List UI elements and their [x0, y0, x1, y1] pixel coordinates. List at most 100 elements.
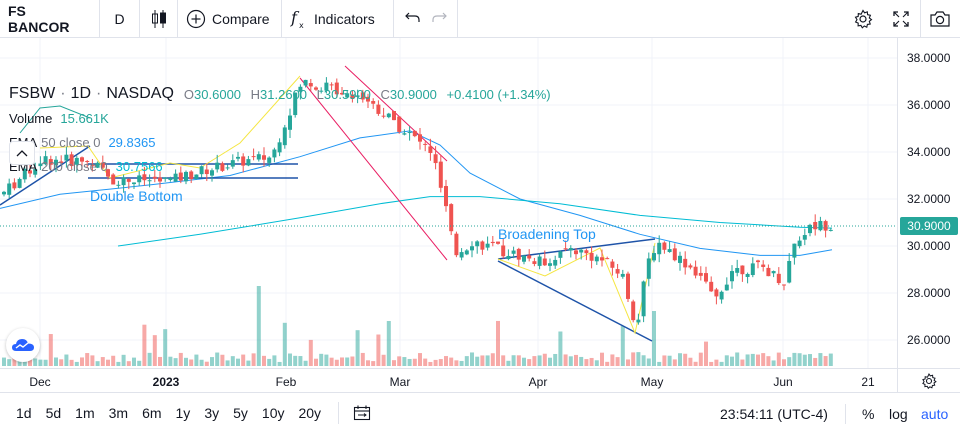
legend-separator: ·	[60, 85, 66, 102]
volume-bar	[683, 353, 688, 366]
range-button-1y[interactable]: 1y	[175, 405, 191, 421]
percent-scale-toggle[interactable]: %	[862, 406, 875, 422]
cloud-logo-icon	[12, 339, 34, 351]
fullscreen-button[interactable]	[882, 0, 920, 38]
compare-button[interactable]: Compare	[178, 0, 282, 38]
volume-bar	[303, 360, 308, 366]
volume-bar	[745, 354, 750, 366]
candle-body	[288, 115, 292, 130]
volume-bar	[756, 354, 760, 366]
time-axis[interactable]: Dec 2023 Feb Mar Apr May Jun 21	[0, 368, 897, 392]
candle-body	[631, 301, 636, 321]
volume-bar	[594, 360, 599, 366]
candle-body	[241, 156, 246, 166]
clock-timezone[interactable]: 23:54:11 (UTC-4)	[720, 406, 828, 422]
log-scale-toggle[interactable]: log	[889, 406, 908, 422]
volume-bar	[366, 360, 370, 366]
price-tick-label: 36.0000	[907, 98, 951, 112]
candle-body	[111, 174, 116, 185]
top-toolbar: FS BANCOR D Compare f x Indicators	[0, 0, 960, 38]
range-button-6m[interactable]: 6m	[142, 405, 162, 421]
volume-bar	[324, 354, 329, 366]
indicators-label: Indicators	[314, 10, 375, 27]
volume-bar	[412, 358, 417, 366]
price-axis[interactable]: 38.0000 36.0000 34.0000 32.0000 30.0000 28.00…	[897, 38, 960, 368]
candle-body	[641, 281, 646, 317]
candle-body	[12, 182, 17, 189]
volume-bar	[376, 334, 381, 366]
candle-body	[210, 170, 214, 176]
volume-bar	[194, 354, 199, 366]
candle-body	[126, 179, 131, 182]
candle-body	[688, 265, 693, 268]
chart-type-button[interactable]	[140, 0, 178, 38]
range-button-10y[interactable]: 10y	[261, 405, 285, 421]
ema50-line	[0, 130, 833, 256]
range-button-3y[interactable]: 3y	[204, 405, 220, 421]
volume-bar	[381, 354, 386, 366]
candle-body	[776, 273, 781, 284]
range-button-3m[interactable]: 3m	[108, 405, 129, 421]
indicators-button[interactable]: f x Indicators	[282, 0, 394, 38]
candle-body	[802, 235, 807, 240]
ema50-params: 50 close 0	[41, 134, 101, 150]
volume-bar	[267, 358, 272, 366]
axis-settings-button[interactable]	[897, 368, 960, 392]
settings-button[interactable]	[844, 0, 882, 38]
candle-body	[350, 94, 355, 99]
candle-body	[85, 161, 90, 163]
candle-body	[714, 289, 719, 297]
candle-body	[230, 160, 235, 167]
candle-body	[574, 250, 578, 255]
range-button-1d[interactable]: 1d	[16, 405, 32, 421]
symbol-search-button[interactable]: FS BANCOR	[0, 0, 100, 38]
volume-bar	[714, 359, 719, 366]
redo-button[interactable]	[431, 10, 447, 27]
range-button-20y[interactable]: 20y	[298, 405, 322, 421]
range-button-1m[interactable]: 1m	[75, 405, 95, 421]
volume-bar	[662, 355, 667, 366]
legend-ema200-row[interactable]: EMA 200 close 0 30.7566	[9, 154, 551, 178]
volume-bar	[828, 353, 833, 366]
volume-bar	[454, 360, 459, 366]
volume-bars	[2, 286, 833, 366]
collapse-legend-button[interactable]	[9, 141, 35, 165]
price-chart[interactable]: Double Bottom Broadening Top	[0, 38, 897, 368]
screenshot-button[interactable]	[920, 0, 958, 38]
volume-bar	[605, 361, 610, 366]
chart-pane[interactable]: Double Bottom Broadening Top FSBW · 1D ·…	[0, 38, 897, 368]
candle-body	[256, 154, 261, 160]
range-button-5y[interactable]: 5y	[233, 405, 248, 421]
volume-bar	[490, 353, 495, 366]
candle-body	[314, 87, 318, 90]
candle-body	[28, 170, 32, 174]
trend-line	[19, 105, 91, 134]
interval-button[interactable]: D	[100, 0, 140, 38]
trend-line	[0, 145, 91, 206]
undo-button[interactable]	[404, 10, 421, 27]
candle-body	[615, 269, 620, 274]
candles-icon	[151, 9, 166, 28]
candle-body	[522, 255, 526, 262]
volume-bar	[80, 357, 84, 366]
candle-body	[662, 242, 667, 250]
date-range-button[interactable]	[338, 402, 371, 424]
volume-bar	[355, 330, 360, 366]
candle-body	[189, 171, 194, 180]
volume-bar	[776, 352, 781, 366]
candle-body	[95, 162, 100, 168]
volume-bar	[262, 355, 266, 366]
auto-scale-toggle[interactable]: auto	[921, 406, 949, 422]
candle-body	[652, 253, 656, 261]
legend-volume-row[interactable]: Volume 15.661K	[9, 106, 551, 130]
tradingview-logo[interactable]	[6, 328, 40, 362]
legend-ticker[interactable]: FSBW	[9, 85, 56, 102]
range-button-5d[interactable]: 5d	[45, 405, 62, 421]
volume-bar	[750, 353, 755, 366]
volume-bar	[90, 355, 95, 366]
candle-body	[626, 273, 630, 299]
candle-body	[80, 157, 84, 162]
volume-bar	[433, 359, 438, 366]
legend-ema50-row[interactable]: EMA 50 close 0 29.8365	[9, 130, 551, 154]
svg-text:x: x	[299, 21, 304, 30]
